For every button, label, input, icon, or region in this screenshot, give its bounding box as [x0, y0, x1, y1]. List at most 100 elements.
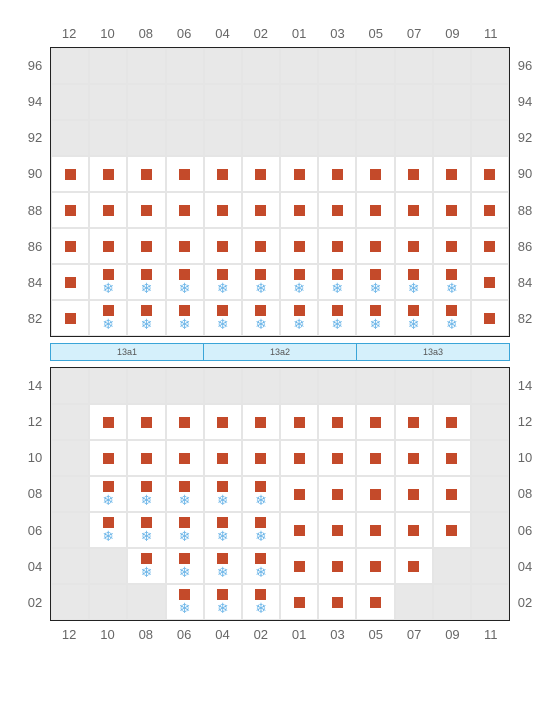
seat-cell[interactable]	[204, 192, 242, 228]
seat-cell[interactable]	[204, 228, 242, 264]
seat-cell[interactable]: ❄	[204, 476, 242, 512]
seat-cell[interactable]	[395, 192, 433, 228]
seat-cell[interactable]	[395, 228, 433, 264]
seat-cell[interactable]	[127, 368, 165, 404]
seat-cell[interactable]	[318, 584, 356, 620]
seat-cell[interactable]	[471, 368, 509, 404]
seat-cell[interactable]	[318, 368, 356, 404]
seat-cell[interactable]	[471, 84, 509, 120]
seat-cell[interactable]	[356, 48, 394, 84]
seat-cell[interactable]	[395, 512, 433, 548]
seat-cell[interactable]: ❄	[127, 548, 165, 584]
seat-cell[interactable]	[471, 300, 509, 336]
seat-cell[interactable]	[89, 440, 127, 476]
seat-cell[interactable]	[356, 368, 394, 404]
seat-cell[interactable]	[242, 84, 280, 120]
seat-cell[interactable]	[89, 120, 127, 156]
seat-cell[interactable]	[127, 156, 165, 192]
seat-cell[interactable]: ❄	[166, 548, 204, 584]
seat-cell[interactable]	[471, 476, 509, 512]
seat-cell[interactable]	[471, 584, 509, 620]
seat-cell[interactable]	[166, 84, 204, 120]
seat-cell[interactable]	[127, 84, 165, 120]
seat-cell[interactable]	[89, 84, 127, 120]
seat-cell[interactable]	[356, 192, 394, 228]
seat-cell[interactable]	[127, 120, 165, 156]
seat-cell[interactable]	[318, 156, 356, 192]
seat-cell[interactable]	[471, 512, 509, 548]
seat-cell[interactable]	[280, 548, 318, 584]
seat-cell[interactable]	[89, 228, 127, 264]
seat-cell[interactable]: ❄	[318, 264, 356, 300]
seat-cell[interactable]	[242, 368, 280, 404]
seat-cell[interactable]	[280, 84, 318, 120]
seat-cell[interactable]	[204, 48, 242, 84]
seat-cell[interactable]: ❄	[356, 300, 394, 336]
seat-cell[interactable]	[318, 476, 356, 512]
seat-cell[interactable]	[280, 440, 318, 476]
seat-cell[interactable]: ❄	[242, 264, 280, 300]
seat-cell[interactable]	[280, 48, 318, 84]
seat-cell[interactable]	[51, 440, 89, 476]
seat-cell[interactable]	[242, 404, 280, 440]
seat-cell[interactable]	[395, 548, 433, 584]
seat-cell[interactable]: ❄	[242, 512, 280, 548]
seat-cell[interactable]	[356, 584, 394, 620]
seat-cell[interactable]: ❄	[204, 512, 242, 548]
seat-cell[interactable]: ❄	[127, 476, 165, 512]
seat-cell[interactable]	[356, 84, 394, 120]
seat-cell[interactable]	[51, 192, 89, 228]
seat-cell[interactable]	[318, 512, 356, 548]
seat-cell[interactable]	[166, 440, 204, 476]
seat-cell[interactable]	[204, 404, 242, 440]
seat-cell[interactable]	[433, 440, 471, 476]
seat-cell[interactable]	[89, 548, 127, 584]
seat-cell[interactable]	[280, 120, 318, 156]
seat-cell[interactable]	[433, 228, 471, 264]
seat-cell[interactable]	[395, 84, 433, 120]
seat-cell[interactable]	[127, 584, 165, 620]
seat-cell[interactable]	[242, 156, 280, 192]
seat-cell[interactable]	[318, 228, 356, 264]
seat-cell[interactable]: ❄	[89, 264, 127, 300]
seat-cell[interactable]: ❄	[127, 264, 165, 300]
seat-cell[interactable]	[471, 156, 509, 192]
seat-cell[interactable]	[433, 512, 471, 548]
seat-cell[interactable]	[166, 192, 204, 228]
seat-cell[interactable]	[280, 368, 318, 404]
seat-cell[interactable]	[318, 120, 356, 156]
seat-cell[interactable]	[280, 192, 318, 228]
seat-cell[interactable]	[51, 476, 89, 512]
seat-cell[interactable]	[471, 548, 509, 584]
seat-cell[interactable]	[127, 404, 165, 440]
seat-cell[interactable]	[395, 48, 433, 84]
seat-cell[interactable]	[395, 584, 433, 620]
seat-cell[interactable]	[471, 192, 509, 228]
seat-cell[interactable]	[242, 192, 280, 228]
seat-cell[interactable]	[127, 440, 165, 476]
seat-cell[interactable]: ❄	[127, 512, 165, 548]
seat-cell[interactable]	[166, 368, 204, 404]
seat-cell[interactable]: ❄	[166, 512, 204, 548]
seat-cell[interactable]	[433, 404, 471, 440]
seat-cell[interactable]	[242, 228, 280, 264]
seat-cell[interactable]: ❄	[433, 264, 471, 300]
seat-cell[interactable]	[471, 228, 509, 264]
seat-cell[interactable]	[318, 548, 356, 584]
seat-cell[interactable]	[318, 404, 356, 440]
seat-cell[interactable]	[433, 120, 471, 156]
seat-cell[interactable]	[51, 584, 89, 620]
seat-cell[interactable]	[204, 368, 242, 404]
seat-cell[interactable]	[89, 584, 127, 620]
seat-cell[interactable]	[318, 84, 356, 120]
seat-cell[interactable]: ❄	[89, 300, 127, 336]
seat-cell[interactable]	[433, 584, 471, 620]
seat-cell[interactable]: ❄	[166, 584, 204, 620]
seat-cell[interactable]	[395, 368, 433, 404]
seat-cell[interactable]	[280, 228, 318, 264]
seat-cell[interactable]	[204, 84, 242, 120]
seat-cell[interactable]	[356, 120, 394, 156]
seat-cell[interactable]	[166, 120, 204, 156]
seat-cell[interactable]	[51, 228, 89, 264]
seat-cell[interactable]	[433, 48, 471, 84]
